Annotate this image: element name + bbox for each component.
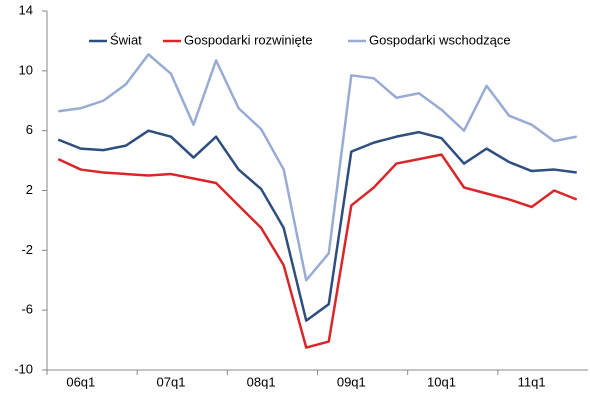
- y-tick-label: -2: [21, 242, 33, 257]
- y-tick-label: -6: [21, 302, 33, 317]
- legend-label: Świat: [110, 32, 142, 47]
- x-tick-label: 06q1: [66, 374, 95, 389]
- x-tick-label: 10q1: [427, 374, 456, 389]
- x-tick-label: 11q1: [518, 374, 546, 389]
- legend-label: Gospodarki rozwinięte: [184, 32, 313, 47]
- x-tick-label: 07q1: [157, 374, 186, 389]
- y-tick-label: 14: [19, 2, 33, 17]
- x-tick-label: 08q1: [247, 374, 276, 389]
- y-tick-label: 10: [19, 62, 33, 77]
- y-tick-label: 6: [26, 122, 33, 137]
- legend-label: Gospodarki wschodzące: [369, 32, 511, 47]
- series-line: [58, 53, 577, 282]
- y-tick-label: -10: [14, 361, 33, 376]
- y-tick-label: 2: [26, 182, 33, 197]
- x-tick-label: 09q1: [337, 374, 366, 389]
- series-line: [57, 153, 578, 349]
- series-line: [57, 129, 577, 322]
